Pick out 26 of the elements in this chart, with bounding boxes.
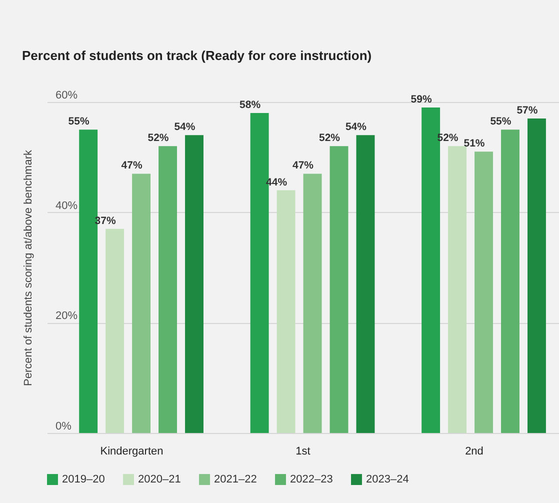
- text: 47%: [292, 160, 314, 172]
- text: 54%: [174, 121, 196, 134]
- y-tick-label: 0%: [56, 420, 72, 432]
- chart-title: Percent of students on track (Ready for core instruction): [22, 48, 372, 63]
- legend-label: 2020–21: [138, 474, 181, 486]
- x-tick-label: Kindergarten: [100, 446, 164, 458]
- legend-label: 2022–23: [290, 474, 333, 486]
- legend-label: 2021–22: [214, 474, 257, 486]
- text: 57%: [516, 104, 538, 117]
- y-axis-title: Percent of students scoring at/above benchmark: [22, 149, 34, 386]
- x-tick-label: 1st: [296, 446, 310, 458]
- y-tick-label: 60%: [56, 90, 78, 102]
- text: 47%: [121, 160, 142, 172]
- legend-label: 2023–24: [366, 474, 409, 486]
- text: 55%: [490, 116, 512, 128]
- y-tick-label: 20%: [56, 310, 78, 322]
- text: 52%: [318, 132, 340, 144]
- text: 58%: [240, 99, 261, 112]
- text: 59%: [410, 94, 432, 106]
- text: 52%: [148, 132, 169, 144]
- y-tick-label: 40%: [56, 200, 78, 212]
- text: 55%: [68, 116, 90, 128]
- x-tick-label: 2nd: [465, 446, 484, 458]
- legend-label: 2019–20: [62, 474, 105, 486]
- text: 51%: [464, 138, 485, 150]
- text: 54%: [345, 121, 366, 134]
